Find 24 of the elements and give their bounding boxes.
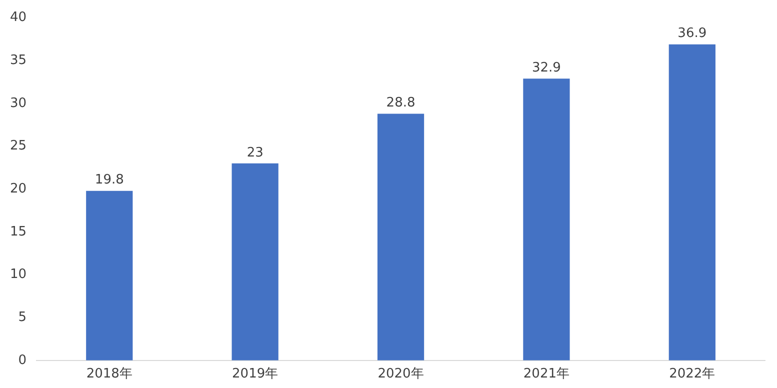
data-label: 28.8	[386, 96, 416, 111]
data-label: 32.9	[532, 60, 561, 76]
y-tick-label: 15	[10, 224, 27, 240]
x-tick-label: 2018年	[86, 366, 132, 382]
bar	[86, 190, 133, 360]
y-tick-label: 35	[10, 53, 27, 68]
y-tick-label: 40	[10, 10, 27, 26]
y-tick-label: 10	[10, 267, 27, 282]
y-tick-label: 5	[18, 310, 27, 325]
y-tick-label: 20	[10, 181, 27, 196]
y-tick-label: 30	[10, 96, 27, 111]
x-tick-label: 2021年	[523, 366, 570, 382]
data-label: 36.9	[678, 26, 707, 42]
y-tick-label: 25	[10, 138, 27, 154]
bar	[668, 44, 716, 360]
bar	[523, 78, 570, 360]
x-tick-label: 2022年	[669, 366, 716, 382]
x-tick-label: 2020年	[378, 366, 424, 382]
bar	[377, 114, 424, 360]
y-tick-label: 0	[18, 352, 27, 368]
bar	[232, 163, 278, 360]
data-label: 19.8	[94, 172, 124, 188]
x-tick-label: 2019年	[232, 366, 278, 382]
data-label: 23	[246, 145, 264, 160]
